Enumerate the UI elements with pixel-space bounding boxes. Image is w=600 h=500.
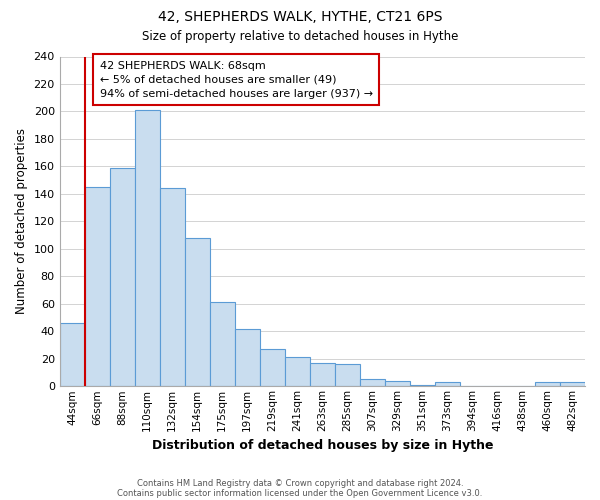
Bar: [235, 328, 260, 386]
Bar: [360, 380, 385, 386]
Bar: [535, 382, 560, 386]
Text: 42 SHEPHERDS WALK: 68sqm
← 5% of detached houses are smaller (49)
94% of semi-de: 42 SHEPHERDS WALK: 68sqm ← 5% of detache…: [100, 60, 373, 98]
Bar: [85, 187, 110, 386]
Bar: [135, 110, 160, 386]
Bar: [410, 385, 435, 386]
Bar: [260, 349, 285, 387]
Bar: [110, 168, 135, 386]
Bar: [435, 382, 460, 386]
Text: Size of property relative to detached houses in Hythe: Size of property relative to detached ho…: [142, 30, 458, 43]
Bar: [185, 238, 210, 386]
Text: Contains public sector information licensed under the Open Government Licence v3: Contains public sector information licen…: [118, 488, 482, 498]
Y-axis label: Number of detached properties: Number of detached properties: [15, 128, 28, 314]
Bar: [385, 381, 410, 386]
Text: Contains HM Land Registry data © Crown copyright and database right 2024.: Contains HM Land Registry data © Crown c…: [137, 478, 463, 488]
Bar: [59, 323, 85, 386]
Bar: [335, 364, 360, 386]
Bar: [210, 302, 235, 386]
Text: 42, SHEPHERDS WALK, HYTHE, CT21 6PS: 42, SHEPHERDS WALK, HYTHE, CT21 6PS: [158, 10, 442, 24]
Bar: [160, 188, 185, 386]
Bar: [310, 363, 335, 386]
Bar: [285, 358, 310, 386]
Bar: [560, 382, 585, 386]
X-axis label: Distribution of detached houses by size in Hythe: Distribution of detached houses by size …: [152, 440, 493, 452]
